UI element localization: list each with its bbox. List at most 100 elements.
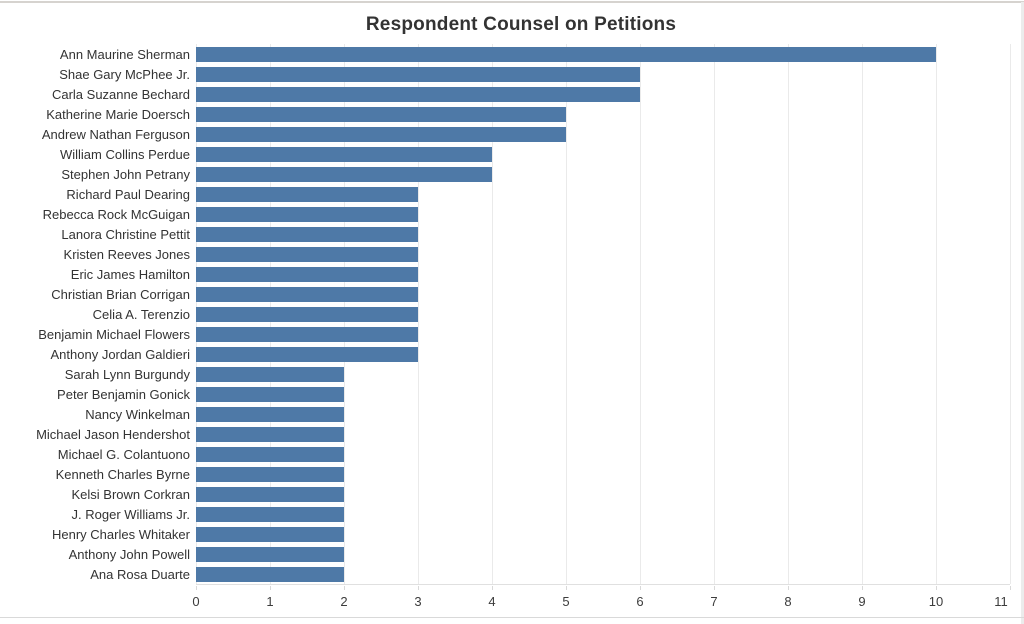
x-tick-label-7: 7	[710, 594, 718, 609]
bar-row	[196, 324, 1010, 344]
bar-anthony-john-powell[interactable]	[196, 546, 344, 562]
x-tick-label-0: 0	[192, 594, 200, 609]
bar-row	[196, 264, 1010, 284]
bar-row	[196, 64, 1010, 84]
bar-peter-benjamin-gonick[interactable]	[196, 386, 344, 402]
category-label[interactable]: Anthony John Powell	[68, 547, 190, 563]
category-label[interactable]: Shae Gary McPhee Jr.	[59, 66, 190, 82]
bar-nancy-winkelman[interactable]	[196, 406, 344, 422]
category-label[interactable]: Michael Jason Hendershot	[36, 427, 190, 443]
chart-title: Respondent Counsel on Petitions	[365, 14, 677, 35]
bar-celia-a-terenzio[interactable]	[196, 306, 418, 322]
bar-anthony-jordan-galdieri[interactable]	[196, 346, 418, 362]
bar-carla-suzanne-bechard[interactable]	[196, 86, 640, 102]
bar-row	[196, 164, 1010, 184]
x-tick-label-8: 8	[784, 594, 792, 609]
bar-ana-rosa-duarte[interactable]	[196, 566, 344, 582]
bar-row	[196, 144, 1010, 164]
bar-william-collins-perdue[interactable]	[196, 146, 492, 162]
bar-michael-g-colantuono[interactable]	[196, 446, 344, 462]
category-label[interactable]: Stephen John Petrany	[61, 166, 190, 182]
window-right-edge	[1021, 2, 1024, 624]
bar-row	[196, 244, 1010, 264]
bar-row	[196, 444, 1010, 464]
x-tick-mark-7	[714, 586, 715, 590]
x-tick-mark-9	[862, 586, 863, 590]
bar-row	[196, 184, 1010, 204]
gridline-10	[936, 44, 937, 584]
bar-row	[196, 424, 1010, 444]
y-axis-labels: Ann Maurine Sherman Shae Gary McPhee Jr. C…	[0, 44, 190, 585]
bar-j-roger-williams-jr[interactable]	[196, 506, 344, 522]
bar-kenneth-charles-byrne[interactable]	[196, 466, 344, 482]
category-label[interactable]: Nancy Winkelman	[85, 407, 190, 423]
x-tick-mark-11	[1010, 586, 1011, 590]
category-label[interactable]: Anthony Jordan Galdieri	[50, 346, 190, 362]
bar-benjamin-michael-flowers[interactable]	[196, 326, 418, 342]
category-label[interactable]: Ana Rosa Duarte	[90, 567, 190, 583]
category-label[interactable]: Christian Brian Corrigan	[51, 286, 190, 302]
gridline-6	[640, 44, 641, 584]
category-label[interactable]: Lanora Christine Pettit	[61, 226, 190, 242]
bar-stephen-john-petrany[interactable]	[196, 166, 492, 182]
x-tick-mark-1	[270, 586, 271, 590]
category-label[interactable]: Michael G. Colantuono	[57, 447, 190, 463]
gridline-8	[788, 44, 789, 584]
bar-row	[196, 544, 1010, 564]
bar-lanora-christine-pettit[interactable]	[196, 226, 418, 242]
bar-christian-brian-corrigan[interactable]	[196, 286, 418, 302]
category-label[interactable]: Benjamin Michael Flowers	[38, 326, 190, 342]
category-label[interactable]: Carla Suzanne Bechard	[51, 86, 190, 102]
bar-row	[196, 524, 1010, 544]
x-tick-label-1: 1	[266, 594, 274, 609]
gridline-4	[492, 44, 493, 584]
bar-row	[196, 364, 1010, 384]
bar-row	[196, 204, 1010, 224]
category-label[interactable]: Henry Charles Whitaker	[52, 527, 190, 543]
category-label[interactable]: Rebecca Rock McGuigan	[42, 206, 190, 222]
category-label[interactable]: Sarah Lynn Burgundy	[64, 367, 190, 383]
x-tick-mark-0	[196, 586, 197, 590]
bar-eric-james-hamilton[interactable]	[196, 266, 418, 282]
bar-row	[196, 484, 1010, 504]
category-label[interactable]: J. Roger Williams Jr.	[71, 507, 190, 523]
x-tick-mark-5	[566, 586, 567, 590]
bar-katherine-marie-doersch[interactable]	[196, 106, 566, 122]
category-label[interactable]: Katherine Marie Doersch	[46, 106, 190, 122]
bar-row	[196, 564, 1010, 584]
bar-shae-gary-mcphee-jr[interactable]	[196, 66, 640, 82]
bar-row	[196, 464, 1010, 484]
bar-sarah-lynn-burgundy[interactable]	[196, 366, 344, 382]
bar-michael-jason-hendershot[interactable]	[196, 426, 344, 442]
x-tick-label-6: 6	[636, 594, 644, 609]
bar-ann-maurine-sherman[interactable]	[196, 46, 936, 62]
bar-rebecca-rock-mcguigan[interactable]	[196, 206, 418, 222]
bar-row	[196, 284, 1010, 304]
x-tick-mark-2	[344, 586, 345, 590]
category-label[interactable]: William Collins Perdue	[59, 146, 190, 162]
x-tick-label-10: 10	[928, 594, 944, 609]
bar-kelsi-brown-corkran[interactable]	[196, 486, 344, 502]
x-tick-mark-8	[788, 586, 789, 590]
category-label[interactable]: Celia A. Terenzio	[92, 306, 190, 322]
category-label[interactable]: Richard Paul Dearing	[66, 186, 190, 202]
x-tick-label-4: 4	[488, 594, 496, 609]
category-label[interactable]: Andrew Nathan Ferguson	[41, 126, 190, 142]
bar-henry-charles-whitaker[interactable]	[196, 526, 344, 542]
x-tick-mark-3	[418, 586, 419, 590]
bar-row	[196, 404, 1010, 424]
category-label[interactable]: Kenneth Charles Byrne	[55, 467, 190, 483]
category-label[interactable]: Peter Benjamin Gonick	[57, 387, 190, 403]
category-label[interactable]: Kelsi Brown Corkran	[71, 487, 191, 503]
bar-richard-paul-dearing[interactable]	[196, 186, 418, 202]
category-label[interactable]: Ann Maurine Sherman	[59, 46, 190, 62]
bar-kristen-reeves-jones[interactable]	[196, 246, 418, 262]
bar-andrew-nathan-ferguson[interactable]	[196, 126, 566, 142]
gridline-9	[862, 44, 863, 584]
category-label[interactable]: Kristen Reeves Jones	[63, 246, 190, 262]
category-label[interactable]: Eric James Hamilton	[70, 266, 190, 282]
x-tick-mark-10	[936, 586, 937, 590]
bar-row	[196, 124, 1010, 144]
gridline-3	[418, 44, 419, 584]
